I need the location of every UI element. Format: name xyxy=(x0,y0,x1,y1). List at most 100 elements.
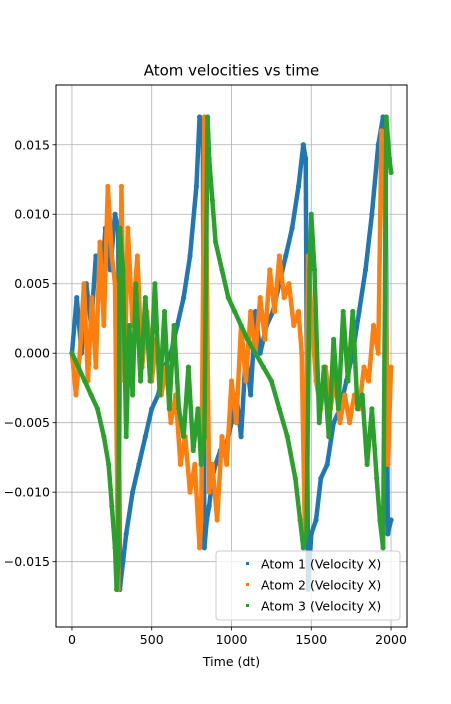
series-3-point xyxy=(114,586,120,593)
y-tick-label: 0.015 xyxy=(14,137,50,152)
series-3-point xyxy=(201,434,207,440)
series-1-point xyxy=(283,253,289,259)
series-2-point xyxy=(291,322,297,329)
series-3-point xyxy=(166,406,172,412)
series-3-point xyxy=(300,545,306,551)
series-3-point xyxy=(383,114,389,120)
series-2-point xyxy=(262,336,268,342)
series-3-point xyxy=(260,364,267,370)
legend: Atom 1 (Velocity X) Atom 2 (Velocity X) At… xyxy=(215,550,401,621)
y-tick-label: −0.015 xyxy=(4,554,50,569)
series-3-point xyxy=(195,406,201,412)
series-2-point xyxy=(385,461,391,467)
series-3-point xyxy=(161,308,168,315)
series-1-point xyxy=(331,420,337,426)
series-1-point xyxy=(388,517,394,523)
y-tick-label: 0.010 xyxy=(14,207,50,222)
series-3-point xyxy=(297,517,303,523)
series-3-point xyxy=(321,364,327,370)
legend-marker-1 xyxy=(246,562,249,565)
series-2-point xyxy=(342,392,348,398)
series-3-point xyxy=(112,545,118,551)
series-3-point xyxy=(137,378,144,384)
series-3-point xyxy=(276,406,282,412)
series-2-point xyxy=(187,489,193,495)
series-2-point xyxy=(233,420,239,426)
series-3-point xyxy=(152,281,158,287)
series-3-point xyxy=(82,378,88,384)
series-1-point xyxy=(362,267,369,273)
series-2-point xyxy=(177,461,184,467)
series-2-point xyxy=(337,420,343,426)
y-tick-label: 0.000 xyxy=(14,346,50,361)
series-3-point xyxy=(377,517,383,523)
series-3-point xyxy=(133,281,139,287)
series-3-point xyxy=(109,503,115,509)
series-2-point xyxy=(271,308,278,315)
series-2-point xyxy=(192,461,198,467)
series-2-point xyxy=(286,281,292,287)
series-1-point xyxy=(193,183,199,190)
series-3-point xyxy=(354,406,361,412)
series-2-point xyxy=(228,378,235,384)
series-3-point xyxy=(292,475,298,481)
series-2-point xyxy=(81,281,87,287)
series-3-point xyxy=(190,447,196,454)
series-2-point xyxy=(214,517,220,523)
series-2-point xyxy=(109,253,115,259)
series-3-point xyxy=(185,364,192,370)
series-3-point xyxy=(374,475,380,481)
series-3-point xyxy=(369,406,375,412)
series-2-point xyxy=(93,364,99,370)
y-tick-label: −0.010 xyxy=(4,485,50,500)
series-3-point xyxy=(335,406,341,412)
series-3-point xyxy=(117,225,123,231)
series-2-point xyxy=(276,253,282,259)
series-3-point xyxy=(350,308,356,315)
series-3-point xyxy=(181,434,187,440)
x-axis: 0 500 1000 1500 2000 xyxy=(68,627,407,647)
series-2-point xyxy=(295,308,302,315)
legend-box xyxy=(215,550,401,621)
series-2-point xyxy=(361,364,367,370)
series-3-point xyxy=(386,156,393,162)
series-2-point xyxy=(196,545,203,551)
series-1-point xyxy=(120,559,126,565)
series-3-point xyxy=(142,295,148,301)
series-3-point xyxy=(364,461,370,467)
series-3-point xyxy=(316,420,322,426)
series-3-point xyxy=(345,378,351,384)
series-3-point xyxy=(225,295,231,301)
series-3-point xyxy=(94,406,101,412)
series-3-point xyxy=(340,308,346,315)
series-1-point xyxy=(201,545,207,551)
legend-label-3: Atom 3 (Velocity X) xyxy=(261,599,381,614)
series-1-point xyxy=(136,461,142,467)
series-3-point xyxy=(171,322,177,329)
series-1-point xyxy=(181,295,187,301)
series-1-point xyxy=(112,211,118,217)
series-3-point xyxy=(326,434,332,440)
x-tick-label: 0 xyxy=(68,632,76,647)
series-1-point xyxy=(369,211,375,217)
series-3-point xyxy=(115,559,121,565)
legend-label-2: Atom 2 (Velocity X) xyxy=(261,578,381,593)
series-2-point xyxy=(366,378,372,384)
series-2-point xyxy=(243,378,249,384)
series-1-point xyxy=(74,295,80,301)
series-2-point xyxy=(375,350,381,356)
series-1-point xyxy=(313,517,319,523)
series-2-point xyxy=(257,295,263,301)
series-2-point xyxy=(206,489,212,495)
series-3-point xyxy=(75,364,81,370)
series-1-point xyxy=(149,406,155,412)
legend-marker-3 xyxy=(246,604,249,607)
series-3-point xyxy=(252,350,259,356)
series-3-point xyxy=(129,392,136,398)
legend-label-1: Atom 1 (Velocity X) xyxy=(261,557,381,572)
series-2-point xyxy=(118,183,125,190)
series-2-point xyxy=(209,461,215,467)
series-3-point xyxy=(176,406,182,412)
series-1-point xyxy=(129,489,136,495)
